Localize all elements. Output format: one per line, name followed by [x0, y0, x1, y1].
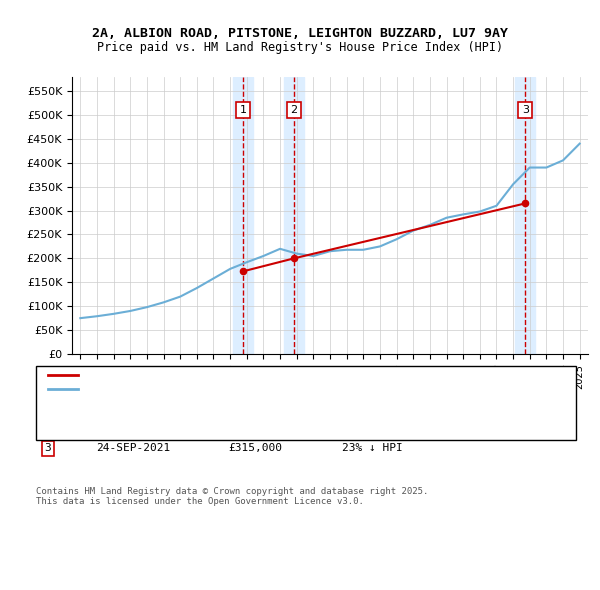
Point — [238, 267, 248, 276]
Text: 3: 3 — [44, 444, 52, 453]
Text: 1: 1 — [240, 105, 247, 115]
Text: 1: 1 — [44, 411, 52, 421]
Text: 3: 3 — [522, 105, 529, 115]
Text: 24% ↓ HPI: 24% ↓ HPI — [342, 411, 403, 421]
Text: £173,000: £173,000 — [228, 411, 282, 421]
Point — [520, 199, 530, 208]
Text: 2: 2 — [44, 427, 52, 437]
Bar — [515, 77, 535, 354]
Text: 2A, ALBION ROAD, PITSTONE, LEIGHTON BUZZARD, LU7 9AY (semi-detached house): 2A, ALBION ROAD, PITSTONE, LEIGHTON BUZZ… — [84, 370, 519, 379]
Text: £315,000: £315,000 — [228, 444, 282, 453]
Bar — [233, 77, 253, 354]
Text: 18-OCT-2004: 18-OCT-2004 — [96, 411, 170, 421]
Text: £200,000: £200,000 — [228, 427, 282, 437]
Text: 26% ↓ HPI: 26% ↓ HPI — [342, 427, 403, 437]
Text: 24-SEP-2021: 24-SEP-2021 — [96, 444, 170, 453]
Text: 2A, ALBION ROAD, PITSTONE, LEIGHTON BUZZARD, LU7 9AY: 2A, ALBION ROAD, PITSTONE, LEIGHTON BUZZ… — [92, 27, 508, 40]
Text: 23% ↓ HPI: 23% ↓ HPI — [342, 444, 403, 453]
Bar — [284, 77, 304, 354]
Text: Contains HM Land Registry data © Crown copyright and database right 2025.
This d: Contains HM Land Registry data © Crown c… — [36, 487, 428, 506]
Text: 30-OCT-2007: 30-OCT-2007 — [96, 427, 170, 437]
Text: 2: 2 — [290, 105, 298, 115]
Text: Price paid vs. HM Land Registry's House Price Index (HPI): Price paid vs. HM Land Registry's House … — [97, 41, 503, 54]
Text: HPI: Average price, semi-detached house, Buckinghamshire: HPI: Average price, semi-detached house,… — [84, 385, 413, 394]
Point — [289, 254, 299, 263]
